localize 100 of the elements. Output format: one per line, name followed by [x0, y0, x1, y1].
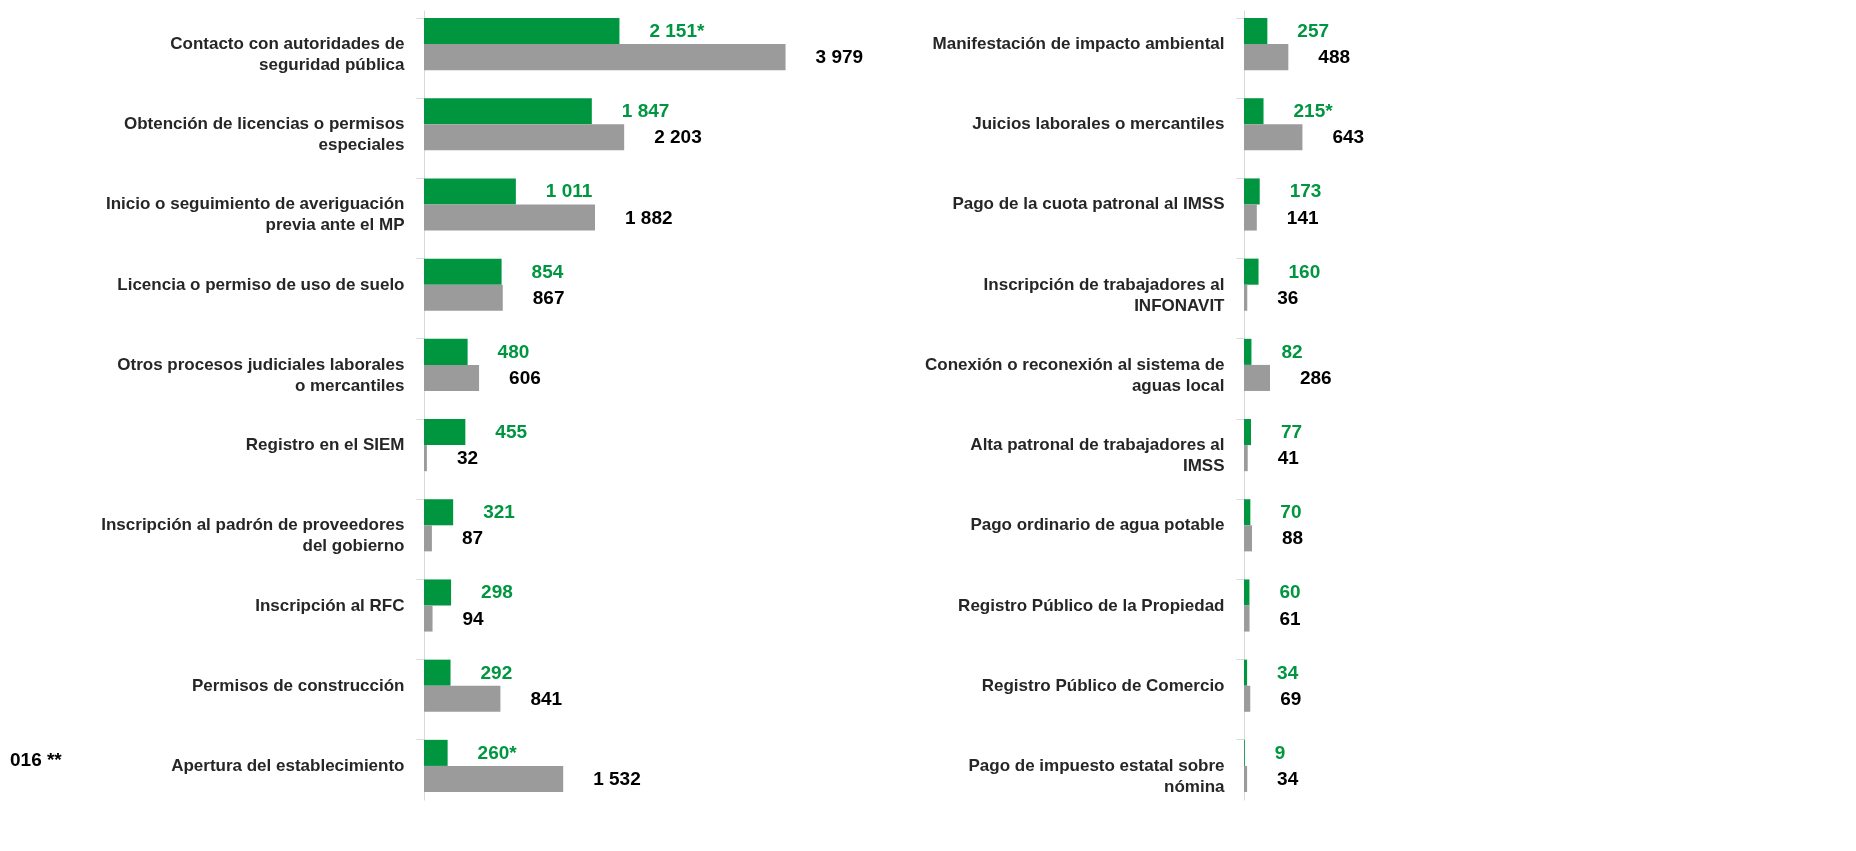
bar — [1244, 178, 1260, 205]
data-label: 286 — [1299, 366, 1332, 388]
data-label: 455 — [495, 421, 528, 443]
bar — [424, 739, 448, 766]
bar — [1244, 419, 1251, 446]
bar — [1244, 18, 1268, 45]
bar — [1244, 98, 1264, 125]
y-tick-label: Registro Público de la Propiedad — [958, 595, 1225, 615]
data-label: 321 — [483, 501, 516, 523]
bar — [424, 124, 625, 151]
data-label: 3 979 — [815, 46, 864, 68]
data-label: 61 — [1279, 607, 1302, 629]
data-label: 2 151* — [649, 20, 705, 42]
y-tick-label: Pago de impuesto estatal sobre nómina — [968, 755, 1226, 796]
bar — [424, 685, 501, 712]
y-tick-label: Pago ordinario de agua potable — [970, 515, 1225, 535]
bar — [424, 445, 427, 472]
bar — [1244, 204, 1257, 231]
data-label: 1 847 — [621, 100, 670, 122]
y-tick-label: Otros procesos judiciales laborales o mercantiles — [117, 354, 405, 395]
y-tick-label: Alta patronal de trabajadores al IMSS — [970, 435, 1225, 476]
bar — [1244, 124, 1303, 151]
data-label: 160 — [1288, 260, 1321, 282]
data-label: 257 — [1297, 20, 1330, 42]
data-label: 854 — [531, 260, 564, 282]
y-tick-label: Apertura del establecimiento — [171, 755, 405, 775]
y-tick-label: Contacto con autoridades de seguridad pública — [170, 34, 406, 75]
bar — [1244, 445, 1248, 472]
y-tick-label: Licencia o permiso de uso de suelo — [117, 274, 405, 294]
bar — [424, 258, 502, 285]
bar — [424, 178, 516, 205]
bar — [424, 605, 433, 632]
data-label: 34 — [1277, 661, 1299, 683]
data-label: 643 — [1332, 126, 1365, 148]
data-label: 1 532 — [593, 767, 641, 789]
bar — [424, 579, 452, 606]
bar — [1244, 499, 1251, 526]
bar — [424, 364, 480, 391]
data-label: 70 — [1280, 501, 1302, 523]
bar — [424, 44, 786, 71]
y-tick-label: Registro en el SIEM — [245, 435, 405, 455]
y-tick-label: Manifestación de impacto ambiental — [932, 34, 1225, 54]
data-label: 60 — [1279, 581, 1301, 603]
y-tick-label: Inscripción al padrón de proveedores del gobierno — [101, 515, 405, 556]
bar — [1244, 258, 1259, 285]
bar — [1244, 44, 1289, 71]
data-label: 77 — [1281, 421, 1303, 443]
data-label: 32 — [456, 447, 479, 469]
bar — [424, 525, 432, 552]
y-tick-label: Conexión o reconexión al sistema de aguas local — [925, 354, 1225, 395]
data-label: 488 — [1318, 46, 1351, 68]
data-label: 1 882 — [625, 206, 673, 228]
data-label: 36 — [1277, 286, 1299, 308]
data-label: 606 — [509, 366, 541, 388]
data-label: 82 — [1281, 340, 1303, 362]
data-label: 141 — [1286, 206, 1319, 228]
data-label: 215* — [1293, 100, 1334, 122]
bar — [424, 419, 466, 446]
data-label: 867 — [532, 286, 565, 308]
bar — [1244, 364, 1270, 391]
data-label: 34 — [1277, 767, 1299, 789]
y-tick-label: Inicio o seguimiento de averiguación previa ante el MP — [105, 194, 405, 235]
data-label: 298 — [481, 581, 513, 603]
bar — [1244, 284, 1248, 311]
bar — [1244, 659, 1248, 686]
bar — [424, 98, 592, 125]
data-label: 41 — [1277, 447, 1300, 469]
y-tick-label: Permisos de construcción — [191, 675, 405, 695]
bar — [424, 659, 451, 686]
text: 016 ** — [10, 749, 63, 770]
data-label: 88 — [1282, 527, 1304, 549]
bar — [424, 18, 620, 45]
data-label: 94 — [462, 607, 485, 629]
bar — [1244, 338, 1252, 365]
bar — [424, 204, 595, 231]
data-label: 69 — [1280, 687, 1302, 709]
y-tick-label: Pago de la cuota patronal al IMSS — [952, 194, 1225, 214]
data-label: 292 — [480, 661, 513, 683]
data-label: 841 — [530, 687, 563, 709]
bar — [1244, 605, 1250, 632]
y-tick-label: Inscripción de trabajadores al INFONAVIT — [983, 274, 1226, 315]
bar — [424, 765, 564, 792]
y-tick-label: Obtención de licencias o permisos especiales — [123, 114, 405, 155]
data-label: 480 — [497, 340, 530, 362]
bar — [1244, 579, 1250, 606]
bar — [1244, 525, 1252, 552]
bar — [424, 284, 503, 311]
data-label: 173 — [1289, 180, 1322, 202]
data-label: 87 — [461, 527, 484, 549]
bar — [424, 338, 468, 365]
data-label: 1 011 — [545, 180, 593, 202]
y-tick-label: Registro Público de Comercio — [981, 675, 1225, 695]
data-label: 2 203 — [654, 126, 702, 148]
y-tick-label: Inscripción al RFC — [255, 595, 405, 615]
y-tick-label: Juicios laborales o mercantiles — [972, 114, 1225, 134]
bar — [424, 499, 454, 526]
bar — [1244, 685, 1251, 712]
bar — [1244, 765, 1248, 792]
data-label: 260* — [477, 741, 518, 763]
data-label: 9 — [1274, 741, 1286, 763]
